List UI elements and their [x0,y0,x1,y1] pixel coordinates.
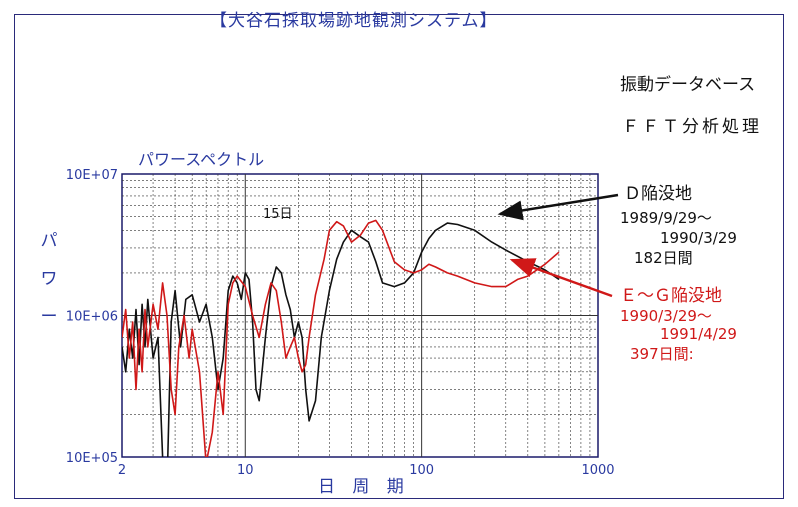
legend-d-title: Ｄ陥没地 [624,184,692,204]
figure-frame [14,14,784,499]
legend-e-from: 1990/3/29〜 [620,307,712,325]
analysis-label: ＦＦＴ分析処理 [622,117,762,137]
database-label: 振動データベース [620,75,756,95]
legend-e-title: Ｅ〜Ｇ陥没地 [620,286,722,306]
system-title: 【大谷石採取場跡地観測システム】 [210,11,498,31]
legend-d-from: 1989/9/29〜 [620,209,712,227]
x-axis-label: 日 周 期 [318,477,410,497]
chart-title: パワースペクトル [138,150,265,169]
legend-d-days: 182日間 [634,249,693,267]
y-axis-label: パワー [40,231,58,327]
legend-e-days: 397日間: [630,345,694,363]
legend-e-to: 1991/4/29 [660,325,737,343]
legend-d-to: 1990/3/29 [660,229,737,247]
